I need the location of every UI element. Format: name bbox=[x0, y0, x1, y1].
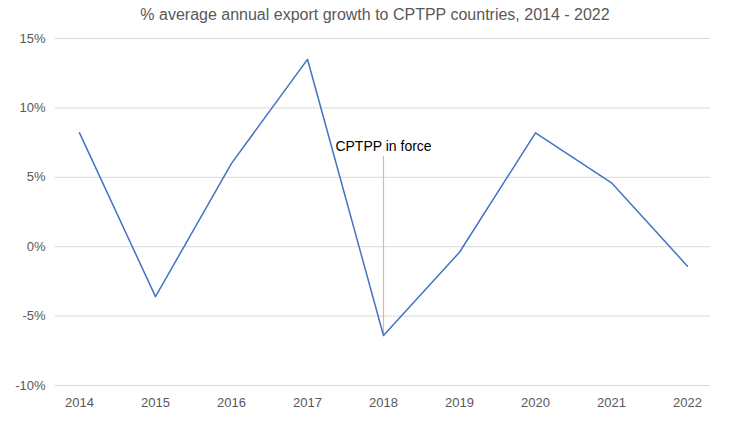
svg-text:-5%: -5% bbox=[22, 308, 46, 323]
svg-text:2017: 2017 bbox=[293, 395, 322, 410]
svg-text:2022: 2022 bbox=[673, 395, 702, 410]
svg-text:2020: 2020 bbox=[521, 395, 550, 410]
svg-text:-10%: -10% bbox=[15, 378, 46, 393]
svg-text:2014: 2014 bbox=[65, 395, 94, 410]
svg-text:CPTPP in force: CPTPP in force bbox=[335, 138, 431, 154]
svg-text:2016: 2016 bbox=[217, 395, 246, 410]
svg-text:2018: 2018 bbox=[369, 395, 398, 410]
svg-text:10%: 10% bbox=[19, 100, 45, 115]
svg-text:2015: 2015 bbox=[141, 395, 170, 410]
svg-text:2021: 2021 bbox=[597, 395, 626, 410]
svg-text:2019: 2019 bbox=[445, 395, 474, 410]
svg-text:0%: 0% bbox=[27, 239, 46, 254]
svg-text:15%: 15% bbox=[19, 31, 45, 46]
svg-text:5%: 5% bbox=[27, 169, 46, 184]
html-text:% average annual export growth: % average annual export growth to CPTPP … bbox=[140, 6, 610, 23]
